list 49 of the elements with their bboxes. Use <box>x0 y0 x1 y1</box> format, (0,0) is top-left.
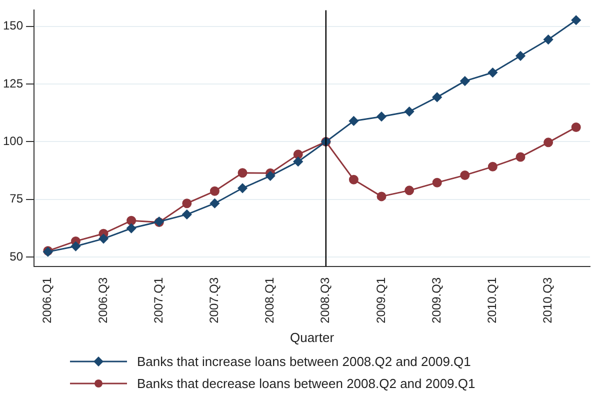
point <box>516 152 526 162</box>
point <box>571 15 581 25</box>
point <box>376 112 386 122</box>
point <box>571 122 581 132</box>
y-tick-label: 125 <box>2 76 24 90</box>
point <box>182 210 192 220</box>
point <box>404 106 414 116</box>
point <box>404 186 414 196</box>
legend-label: Banks that increase loans between 2008.Q2 and 2009.Q1 <box>137 354 471 368</box>
x-tick-label: 2006.Q1 <box>40 277 54 324</box>
point <box>488 162 498 172</box>
point <box>98 234 108 244</box>
point <box>182 198 192 208</box>
point <box>293 156 303 166</box>
y-tick-label: 150 <box>2 18 24 33</box>
point <box>488 68 498 78</box>
point <box>266 171 276 181</box>
point <box>348 174 358 184</box>
x-tick-label: 2008.Q1 <box>262 277 277 324</box>
point <box>432 92 442 102</box>
x-tick-label: 2007.Q3 <box>207 277 222 324</box>
point <box>544 34 554 44</box>
x-tick-label: 2010.Q3 <box>540 277 555 324</box>
x-axis-title: Quarter <box>290 330 335 345</box>
x-tick-label: 2006.Q3 <box>96 277 110 324</box>
y-tick-label: 100 <box>2 134 24 148</box>
point <box>544 138 554 148</box>
point <box>460 170 470 180</box>
point <box>126 224 136 234</box>
point <box>70 242 80 252</box>
point <box>348 116 358 126</box>
point <box>460 76 470 86</box>
point <box>376 192 386 202</box>
y-tick-label: 50 <box>10 249 24 264</box>
x-tick-label: 2008.Q3 <box>318 277 332 324</box>
legend-label: Banks that decrease loans between 2008.Q2 and 2009.Q1 <box>137 376 476 390</box>
point <box>432 178 442 188</box>
x-tick-label: 2009.Q1 <box>374 277 388 324</box>
point <box>293 150 303 160</box>
x-tick-label: 2009.Q3 <box>429 277 444 324</box>
y-tick-label: 75 <box>10 192 24 206</box>
point <box>238 183 248 193</box>
point <box>516 51 526 61</box>
point <box>238 168 248 178</box>
x-tick-label: 2007.Q1 <box>151 277 166 324</box>
point <box>210 186 220 196</box>
point <box>126 216 136 226</box>
point <box>210 198 220 208</box>
x-tick-label: 2010.Q1 <box>485 277 500 324</box>
